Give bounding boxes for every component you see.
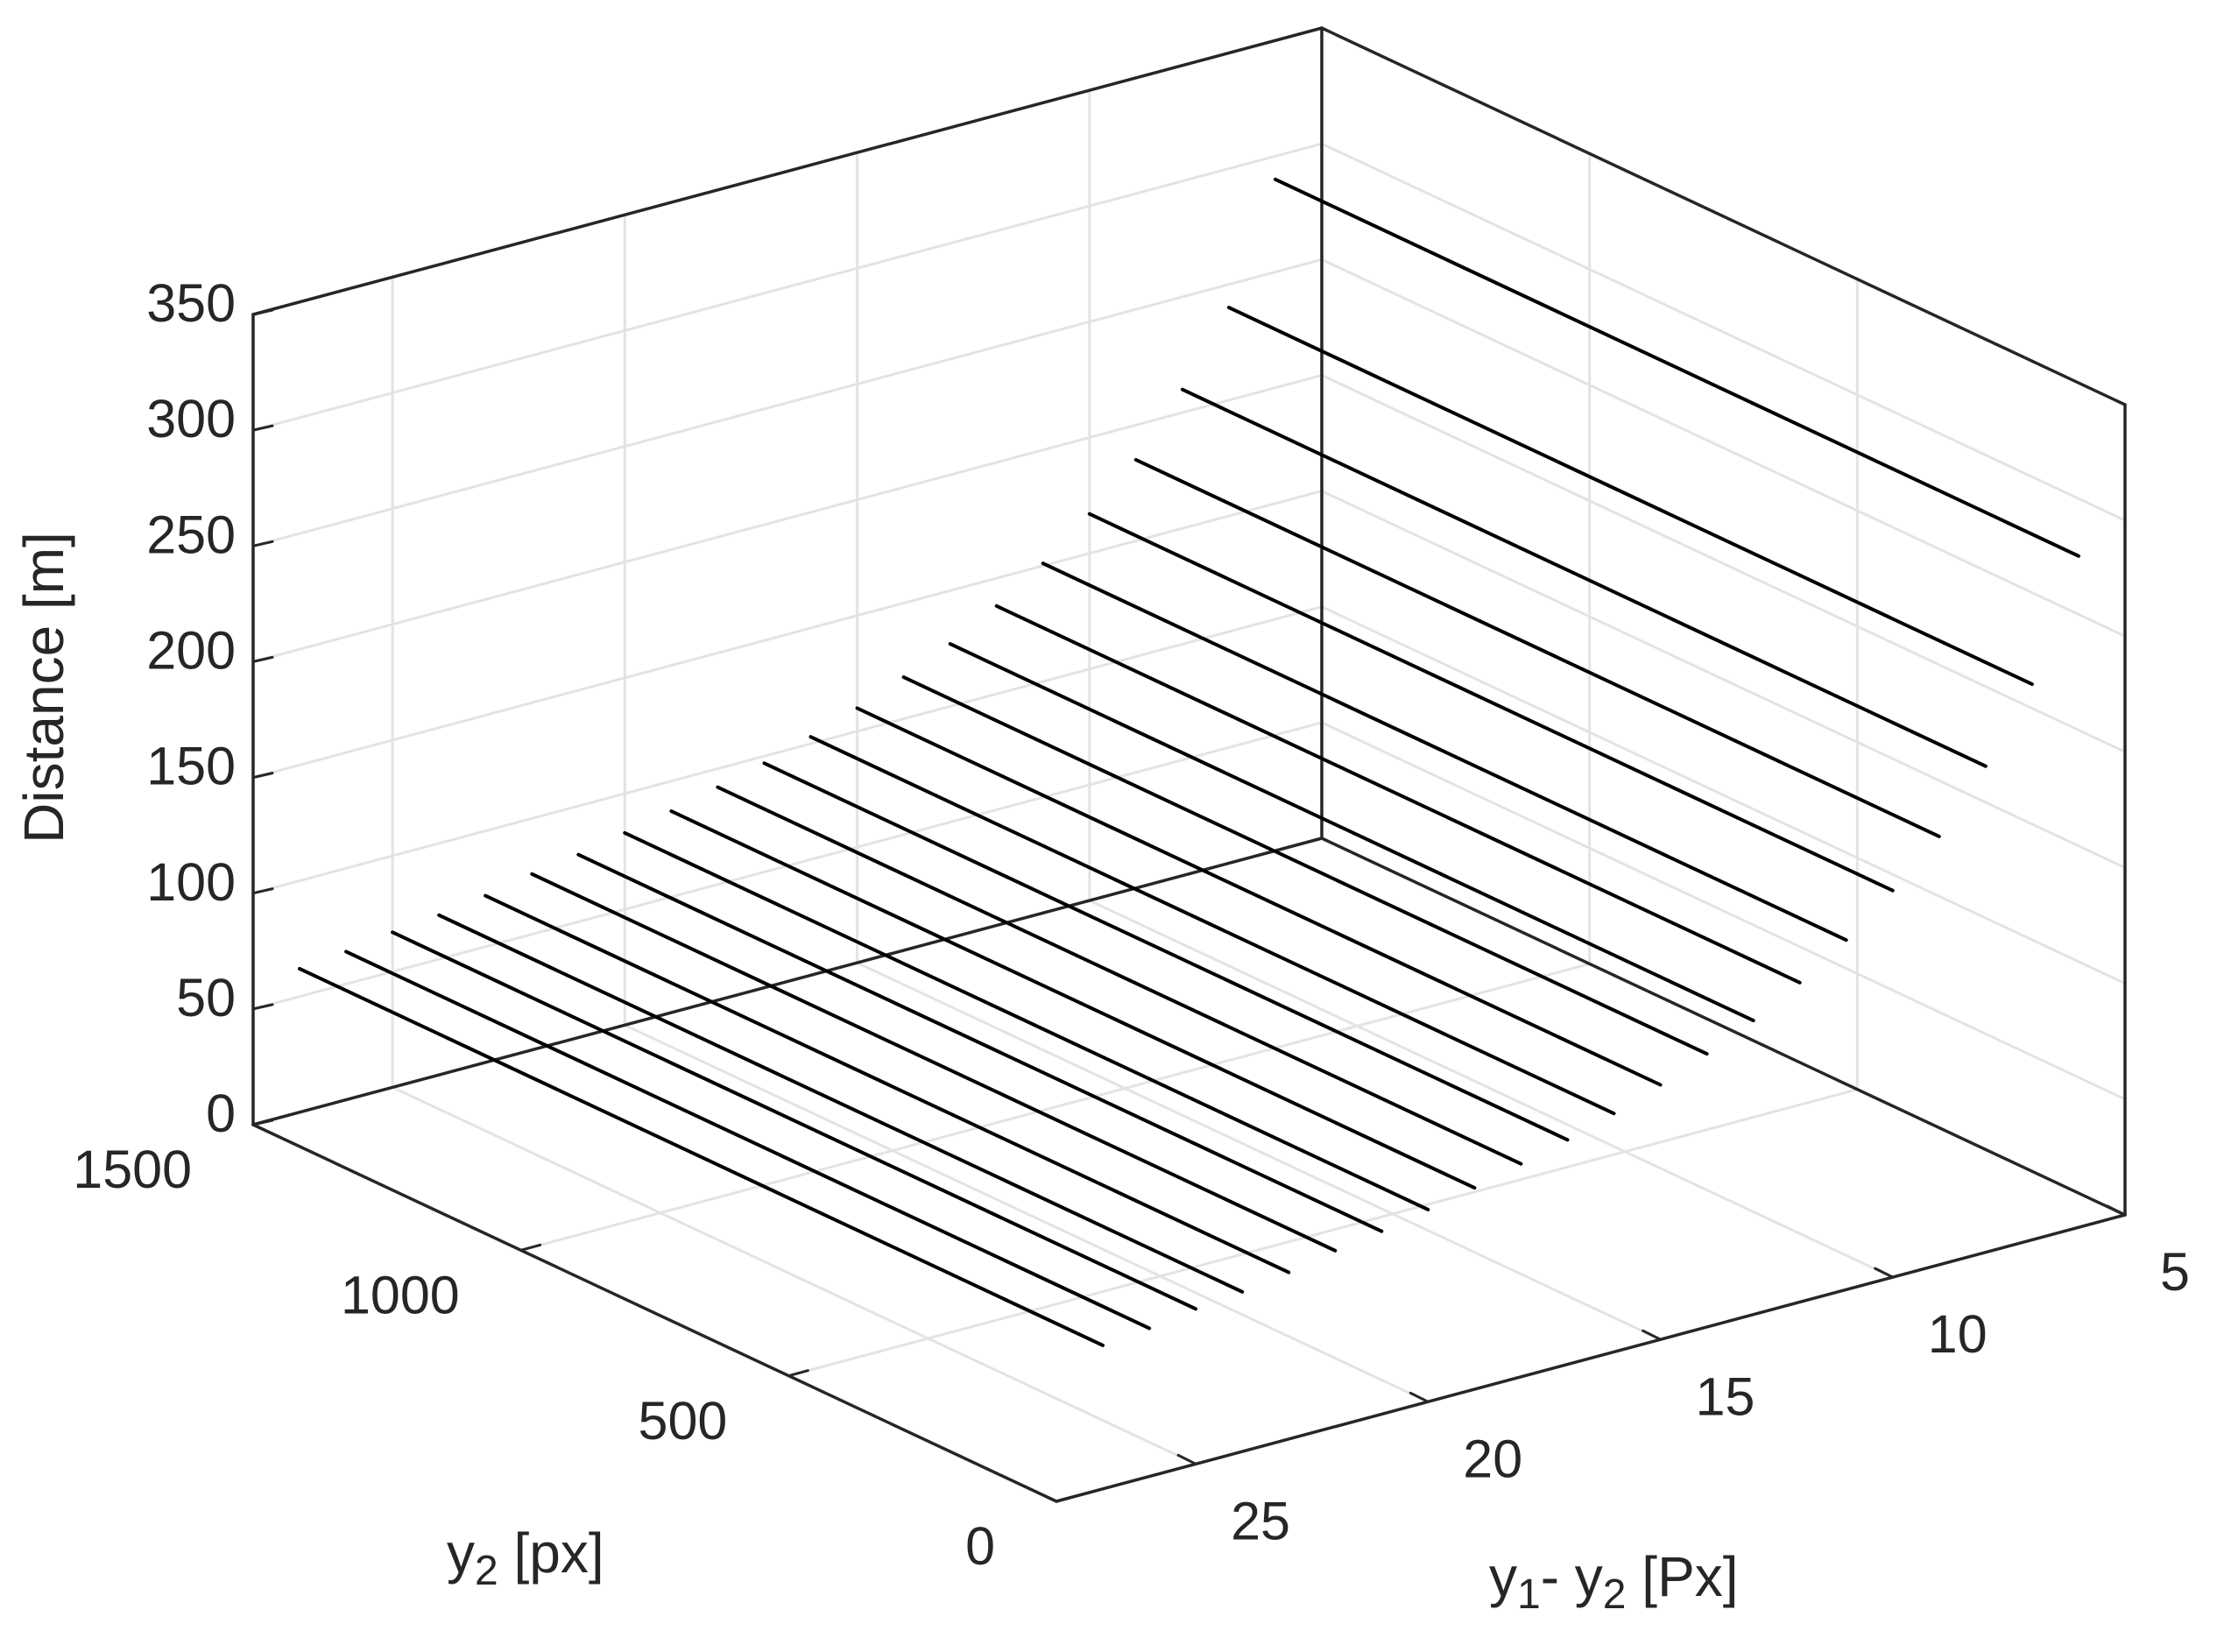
series-line-disparity-20 [623,830,1430,1211]
grid-line-y-25 [391,1085,1197,1465]
ticks-layer: 0 50 100 150 200 250 300 350 0 500 1000 1500 5 10 15 20… [73,273,2190,1576]
z-tick-mark-350 [251,308,274,316]
z-tick-label: 0 [206,1084,236,1143]
z-tick-mark-50 [251,1003,274,1011]
box-edge-8 [1320,26,2127,406]
axes-box [251,26,2127,1503]
series-line-disparity-24 [437,913,1245,1294]
box-edge-1 [1055,1213,2127,1503]
grid-line-x-1000 [519,962,1592,1252]
x-tick-label: 1000 [341,1265,460,1324]
z-tick-label: 250 [146,505,236,564]
grid-line-z-300 [251,142,1324,432]
grid-line-z-50 [1320,721,2127,1101]
grid-line-z-300 [1320,142,2127,522]
x-tick-label: 500 [639,1391,728,1451]
series-line-disparity-13 [948,642,1755,1023]
series-line-disparity-6 [1274,177,2080,558]
series-line-disparity-19 [669,809,1477,1190]
series-line-disparity-18 [716,785,1523,1166]
grid-line-z-250 [1320,258,2127,638]
z-tick-mark-300 [251,424,274,432]
series-line-disparity-8 [1180,387,1988,768]
series-line-disparity-11 [1041,561,1848,942]
y-tick-mark-5 [2106,1204,2127,1217]
x-tick-mark-1500 [251,1118,274,1126]
z-tick-mark-250 [251,540,274,547]
x-tick-mark-0 [1055,1494,1077,1503]
box-edge-0 [251,1123,1058,1503]
x-tick-label: 1500 [73,1140,192,1199]
series-line-disparity-12 [994,604,1802,985]
y-tick-label: 20 [1463,1429,1522,1488]
z-tick-label: 150 [146,737,236,796]
y-tick-mark-15 [1642,1329,1663,1341]
grid-line-z-100 [251,605,1324,895]
z-tick-label: 350 [146,273,236,333]
series-line-disparity-10 [1087,512,1895,893]
z-tick-label: 50 [176,968,236,1027]
series-line-disparity-22 [530,872,1338,1253]
z-axis-label: Distance [m] [12,532,75,844]
z-tick-label: 100 [146,852,236,912]
y-tick-label: 10 [1928,1304,1988,1364]
x-tick-mark-1000 [519,1243,542,1252]
grid-line-z-200 [1320,373,2127,753]
series-line-disparity-15 [855,706,1663,1087]
y-tick-mark-25 [1176,1453,1197,1465]
grid-line-z-150 [1320,490,2127,870]
z-tick-label: 300 [146,389,236,448]
grid-line-z-200 [251,373,1324,663]
x-tick-label: 0 [965,1516,995,1576]
series-line-disparity-23 [484,893,1291,1274]
series-line-disparity-26 [344,950,1152,1331]
grid-line-z-150 [251,490,1324,780]
series-line-disparity-21 [576,852,1384,1233]
y-tick-mark-20 [1409,1391,1430,1403]
series-line-disparity-7 [1226,306,2034,687]
y-axis-label: y1- y2 [Px] [1489,1545,1739,1618]
grid-line-y-10 [1088,899,1895,1279]
series-layer [298,177,2080,1347]
x-tick-mark-500 [787,1369,809,1378]
z-tick-mark-100 [251,887,274,895]
grid-line-x-500 [787,1088,1859,1378]
z-tick-mark-200 [251,655,274,663]
z-tick-label: 200 [146,621,236,681]
grid-layer [251,26,2127,1503]
y-tick-mark-10 [1874,1267,1895,1279]
grid-line-y-20 [623,1023,1430,1403]
series-line-disparity-27 [298,966,1105,1347]
series-line-disparity-16 [808,735,1616,1116]
series-line-disparity-9 [1133,457,1941,838]
y-tick-label: 5 [2160,1242,2190,1302]
box-edge-7 [251,26,1324,316]
grid-line-z-250 [251,258,1324,547]
box-edge-3 [1320,837,2127,1217]
y-tick-label: 25 [1231,1491,1290,1550]
grid-line-y-15 [856,961,1663,1341]
y-tick-label: 15 [1696,1366,1755,1426]
z-tick-mark-150 [251,772,274,780]
x-axis-label: y2 [px] [447,1521,604,1594]
series-line-disparity-25 [391,930,1198,1311]
series-line-disparity-17 [762,761,1570,1142]
grid-line-z-100 [1320,605,2127,985]
box-edge-2 [251,837,1324,1126]
series-line-disparity-14 [901,675,1709,1056]
